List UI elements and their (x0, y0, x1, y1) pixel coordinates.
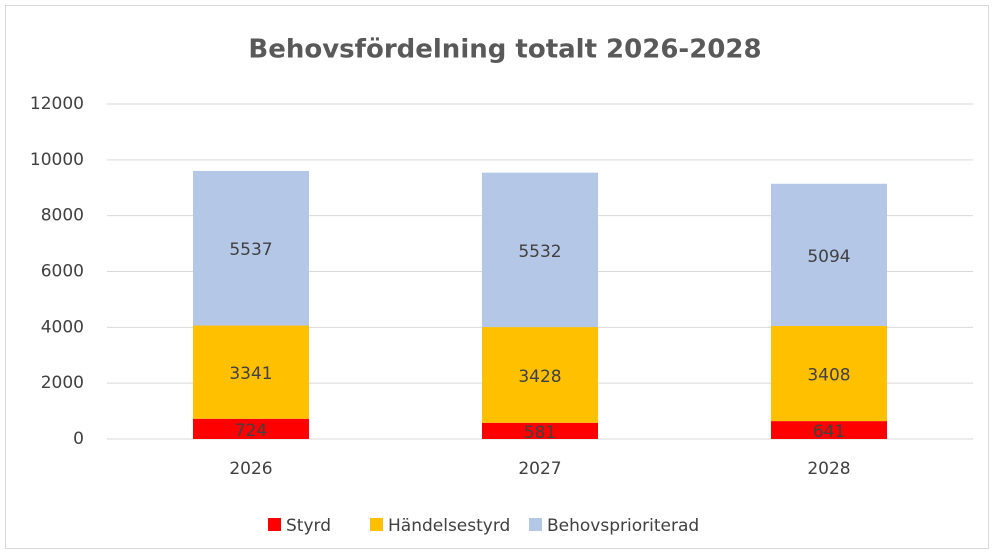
data-label: 3341 (229, 364, 272, 384)
chart-title: Behovsfördelning totalt 2026-2028 (248, 35, 761, 65)
bar-segment (193, 325, 309, 419)
y-tick-label: 2000 (41, 373, 84, 393)
data-label: 5094 (807, 247, 850, 267)
legend-label: Behovsprioriterad (547, 516, 699, 536)
legend-swatch (268, 518, 281, 531)
legend-swatch (529, 518, 542, 531)
y-tick-label: 6000 (41, 262, 84, 282)
legend-label: Styrd (286, 516, 331, 536)
data-label: 3408 (807, 366, 850, 386)
bar-segment (482, 172, 598, 328)
bar-segment (193, 170, 309, 326)
bar-segment (482, 327, 598, 423)
legend-swatch (370, 518, 383, 531)
legend-label: Händelsestyrd (388, 516, 510, 536)
data-label: 641 (813, 422, 845, 442)
bar-segment (193, 418, 309, 439)
data-label: 724 (235, 421, 267, 441)
x-tick-label: 2027 (518, 459, 561, 479)
bar-segment (482, 422, 598, 439)
bar-segment (771, 183, 887, 326)
x-tick-label: 2028 (807, 459, 850, 479)
y-tick-label: 8000 (41, 206, 84, 226)
bar-segment (771, 421, 887, 439)
data-label: 3428 (518, 367, 561, 387)
y-tick-label: 12000 (30, 94, 84, 114)
y-tick-label: 0 (73, 429, 84, 449)
data-label: 581 (524, 423, 556, 443)
bar-segment (771, 325, 887, 422)
x-tick-label: 2026 (229, 459, 272, 479)
data-label: 5537 (229, 240, 272, 260)
data-label: 5532 (518, 242, 561, 262)
y-tick-label: 10000 (30, 150, 84, 170)
y-tick-label: 4000 (41, 317, 84, 337)
